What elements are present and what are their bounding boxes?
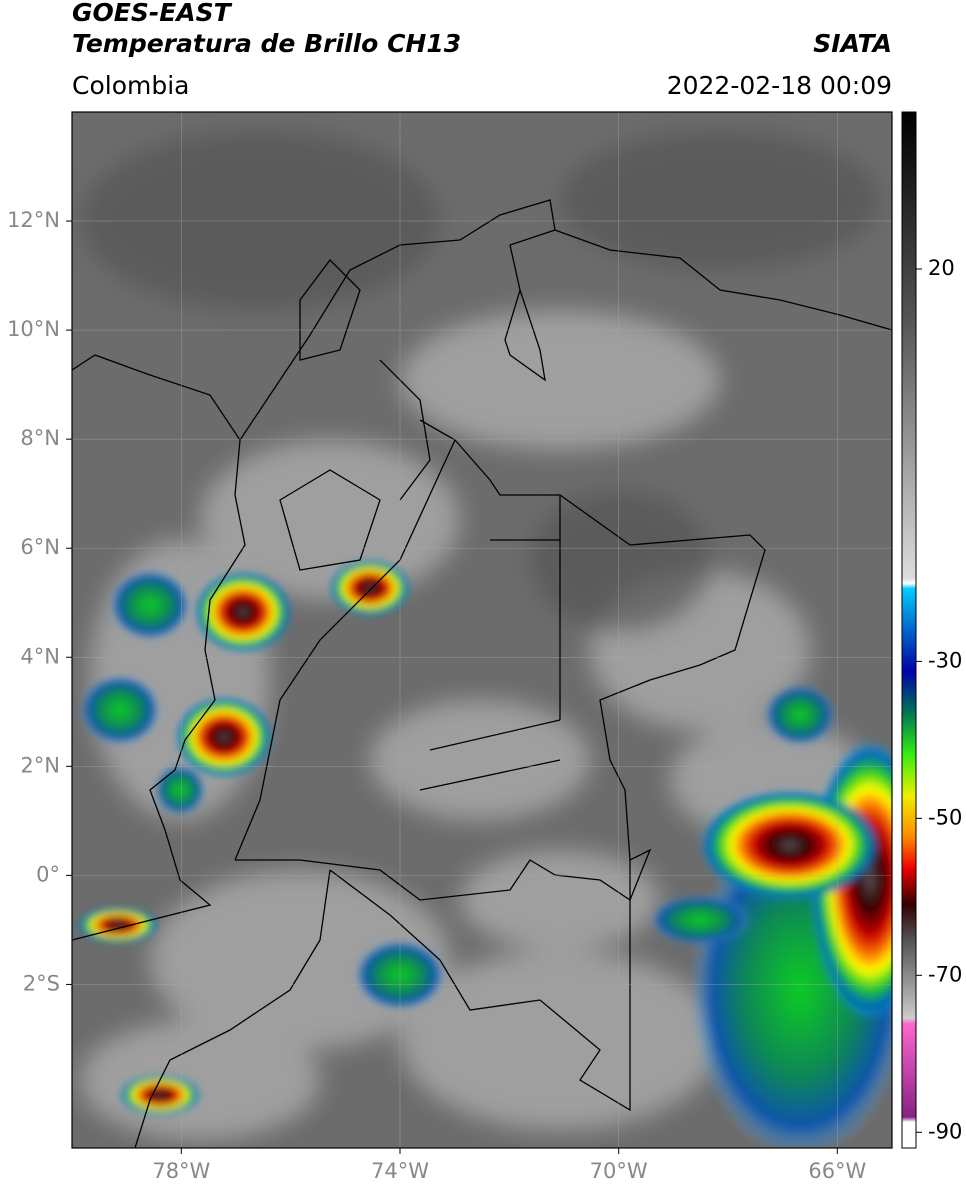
datetime: 2022-02-18 00:09 [667, 71, 892, 100]
x-tick-label: 74°W [371, 1159, 429, 1183]
source: SIATA [813, 29, 892, 58]
map-image [72, 112, 892, 1148]
y-tick-label: 0° [36, 862, 60, 886]
x-tick-label: 70°W [590, 1159, 648, 1183]
colorbar-tick-label: -70 [928, 962, 962, 986]
colorbar-tick-label: -50 [928, 805, 962, 829]
colorbar-tick-label: -30 [928, 648, 962, 672]
title-product: Temperatura de Brillo CH13 [72, 29, 461, 58]
x-tick-label: 78°W [152, 1159, 210, 1183]
map-frame [71, 111, 893, 1149]
colorbar-tick-label: 20 [928, 256, 955, 280]
region: Colombia [72, 71, 189, 100]
colorbar-ticks: 20 -30 -50 -70 -90 [916, 256, 962, 1143]
y-tick-label: 2°N [20, 753, 60, 777]
y-tick-label: 2°S [23, 971, 60, 995]
y-tick-label: 4°N [20, 644, 60, 668]
grid [66, 112, 892, 1154]
y-tick-label: 12°N [7, 208, 60, 232]
title-satellite: GOES-EAST [72, 0, 233, 27]
y-tick-label: 10°N [7, 317, 60, 341]
x-tick-label: 66°W [808, 1159, 866, 1183]
y-tick-label: 8°N [20, 426, 60, 450]
colorbar [901, 111, 917, 1149]
colorbar-tick-label: -90 [928, 1119, 962, 1143]
y-tick-label: 6°N [20, 535, 60, 559]
